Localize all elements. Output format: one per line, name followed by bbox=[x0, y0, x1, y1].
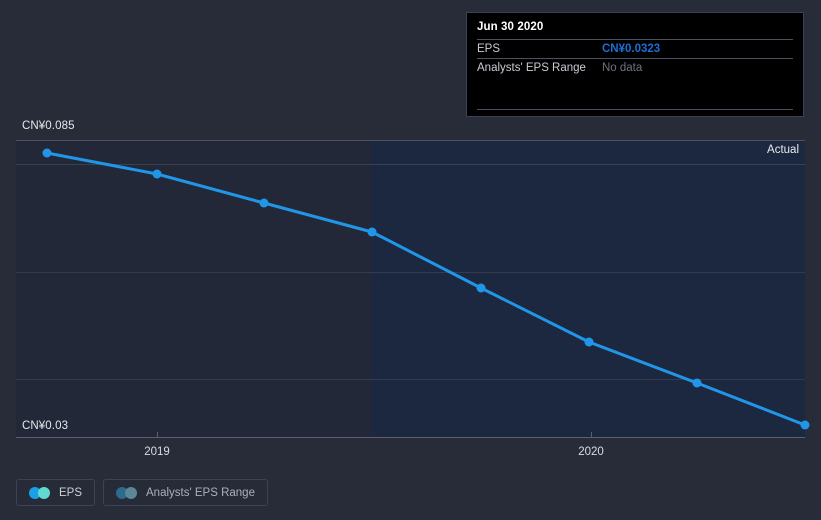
x-tick-label-2019: 2019 bbox=[144, 446, 170, 458]
eps-series-swatch-icon bbox=[29, 486, 50, 499]
data-point[interactable] bbox=[800, 420, 810, 430]
data-point[interactable] bbox=[692, 378, 702, 388]
legend-label-analysts-eps-range: Analysts' EPS Range bbox=[146, 486, 255, 499]
tooltip-date: Jun 30 2020 bbox=[477, 21, 544, 33]
actual-region-label: Actual bbox=[767, 144, 799, 156]
data-point[interactable] bbox=[476, 283, 486, 293]
data-point[interactable] bbox=[584, 337, 594, 347]
tooltip-value-eps: CN¥0.0323 bbox=[602, 43, 661, 55]
gridline-1 bbox=[16, 164, 805, 165]
legend-toggle-analysts-eps-range[interactable]: Analysts' EPS Range bbox=[103, 479, 268, 506]
tooltip-label-eps: EPS bbox=[477, 43, 501, 55]
data-point[interactable] bbox=[259, 198, 269, 208]
legend-label-eps: EPS bbox=[59, 486, 83, 499]
chart-tooltip: Jun 30 2020 EPS CN¥0.0323 Analysts' EPS … bbox=[466, 12, 804, 117]
plot-area: Actual bbox=[16, 140, 810, 438]
legend-toggle-eps[interactable]: EPS bbox=[16, 479, 96, 506]
x-tick-mark bbox=[591, 432, 592, 438]
swatch-dot-secondary-icon bbox=[125, 486, 138, 499]
gridline-top bbox=[16, 140, 805, 141]
analysts-range-swatch-icon bbox=[116, 486, 138, 499]
tooltip-row-analysts-range: Analysts' EPS Range No data bbox=[477, 58, 793, 77]
swatch-dot-secondary-icon bbox=[38, 486, 50, 499]
tooltip-value-analysts-range: No data bbox=[602, 62, 643, 74]
y-axis-min-label: CN¥0.03 bbox=[22, 420, 69, 432]
gridline-3 bbox=[16, 379, 805, 380]
data-point[interactable] bbox=[42, 148, 52, 158]
chart-legend: EPS Analysts' EPS Range bbox=[16, 479, 268, 506]
x-axis-line bbox=[16, 437, 805, 438]
tooltip-row-eps: EPS CN¥0.0323 bbox=[477, 39, 793, 58]
x-tick-label-2020: 2020 bbox=[578, 446, 604, 458]
forecast-region-background bbox=[371, 140, 805, 438]
tooltip-label-analysts-range: Analysts' EPS Range bbox=[477, 62, 586, 74]
gridline-2 bbox=[16, 272, 805, 273]
tooltip-bottom-divider bbox=[477, 109, 793, 110]
actual-region-background bbox=[16, 140, 371, 438]
data-point[interactable] bbox=[367, 227, 377, 237]
y-axis-max-label: CN¥0.085 bbox=[22, 120, 75, 132]
eps-series-line bbox=[42, 148, 810, 430]
x-tick-mark bbox=[157, 432, 158, 438]
data-point[interactable] bbox=[152, 169, 162, 179]
